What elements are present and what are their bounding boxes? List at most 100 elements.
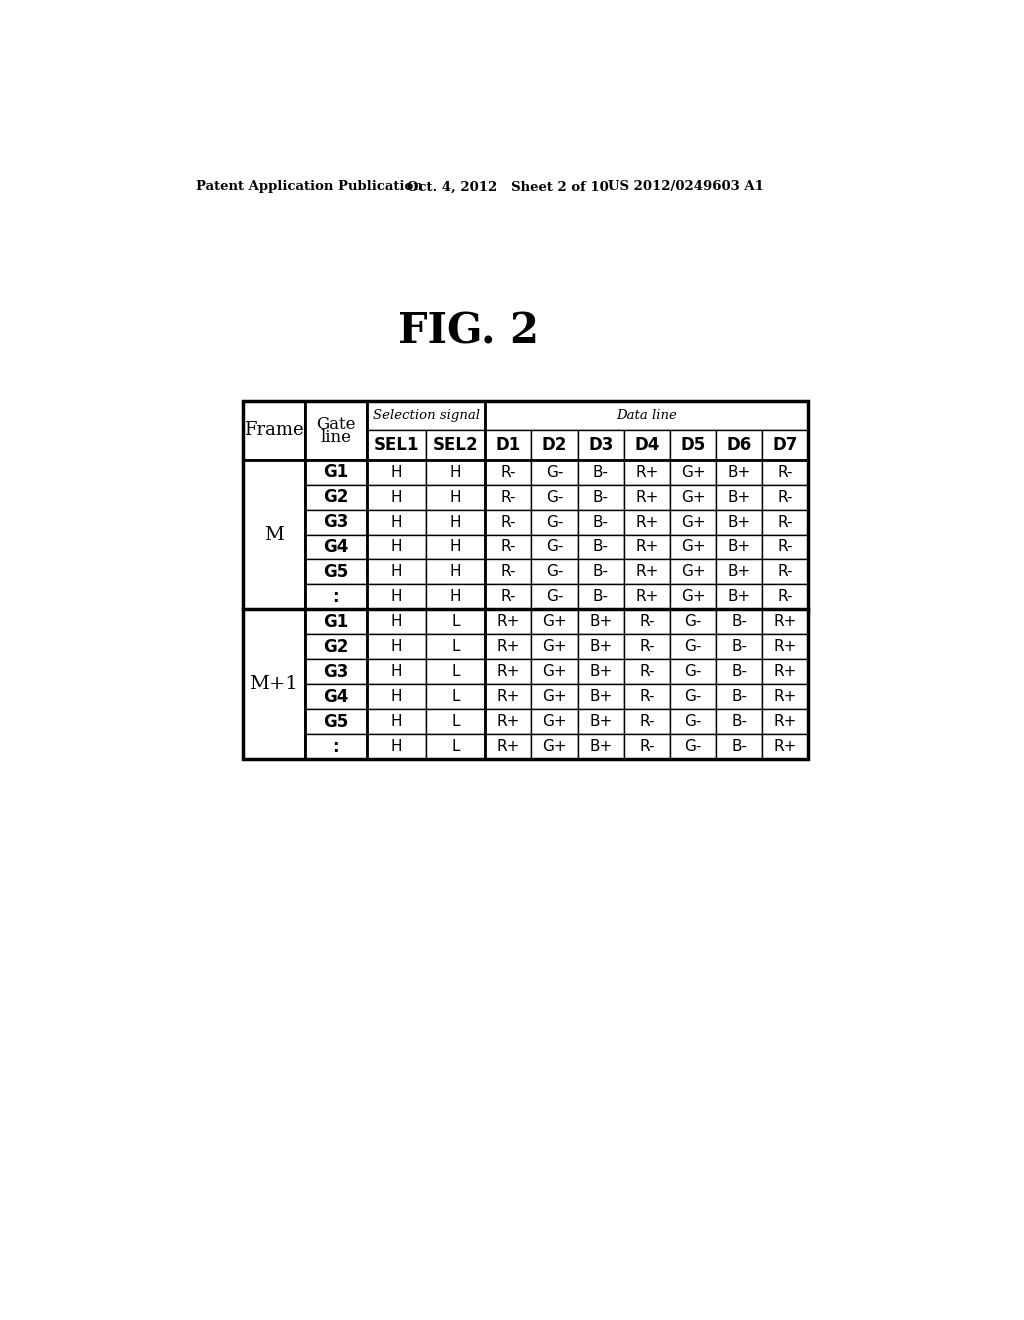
Text: G3: G3: [324, 513, 348, 531]
Bar: [624, 610, 670, 635]
Text: H: H: [391, 664, 402, 680]
Bar: [367, 430, 426, 459]
Text: R+: R+: [635, 515, 658, 529]
Bar: [578, 510, 624, 535]
Text: R-: R-: [777, 565, 794, 579]
Text: B+: B+: [728, 490, 751, 504]
Text: G+: G+: [681, 565, 706, 579]
Bar: [624, 709, 670, 734]
Bar: [305, 635, 367, 659]
Text: R+: R+: [497, 689, 520, 704]
Text: R-: R-: [777, 490, 794, 504]
Text: R+: R+: [774, 614, 797, 630]
Bar: [426, 684, 485, 709]
Bar: [531, 484, 578, 510]
Text: B-: B-: [731, 714, 748, 729]
Text: G-: G-: [684, 714, 701, 729]
Text: R+: R+: [774, 664, 797, 680]
Bar: [305, 459, 367, 484]
Text: H: H: [450, 465, 462, 479]
Bar: [762, 610, 809, 635]
Text: B+: B+: [728, 540, 751, 554]
Text: H: H: [450, 490, 462, 504]
Bar: [531, 459, 578, 484]
Text: B+: B+: [728, 589, 751, 605]
Bar: [426, 459, 485, 484]
Text: B+: B+: [589, 614, 612, 630]
Text: :: :: [333, 587, 339, 606]
Bar: [624, 510, 670, 535]
Text: Selection signal: Selection signal: [373, 409, 479, 422]
Text: H: H: [450, 540, 462, 554]
Text: G-: G-: [684, 614, 701, 630]
Text: H: H: [450, 565, 462, 579]
Bar: [624, 560, 670, 585]
Bar: [670, 684, 716, 709]
Text: B-: B-: [593, 589, 608, 605]
Bar: [426, 734, 485, 759]
Text: G4: G4: [324, 688, 348, 706]
Text: R+: R+: [774, 639, 797, 655]
Bar: [762, 709, 809, 734]
Text: Data line: Data line: [616, 409, 677, 422]
Bar: [426, 585, 485, 610]
Text: Gate: Gate: [316, 416, 355, 433]
Bar: [485, 709, 531, 734]
Text: G-: G-: [684, 664, 701, 680]
Bar: [624, 585, 670, 610]
Text: L: L: [452, 739, 460, 754]
Text: B-: B-: [731, 689, 748, 704]
Bar: [305, 535, 367, 560]
Bar: [670, 709, 716, 734]
Bar: [426, 430, 485, 459]
Text: R+: R+: [635, 540, 658, 554]
Bar: [624, 535, 670, 560]
Text: G-: G-: [546, 565, 563, 579]
Text: R-: R-: [501, 540, 516, 554]
Bar: [426, 560, 485, 585]
Bar: [624, 484, 670, 510]
Bar: [670, 535, 716, 560]
Bar: [305, 560, 367, 585]
Text: :: :: [333, 738, 339, 755]
Text: B-: B-: [731, 739, 748, 754]
Text: B-: B-: [593, 465, 608, 479]
Bar: [531, 635, 578, 659]
Bar: [716, 659, 762, 684]
Bar: [624, 684, 670, 709]
Text: G+: G+: [543, 639, 567, 655]
Text: Oct. 4, 2012   Sheet 2 of 10: Oct. 4, 2012 Sheet 2 of 10: [407, 181, 608, 194]
Text: B-: B-: [593, 540, 608, 554]
Text: G1: G1: [324, 612, 348, 631]
Bar: [716, 734, 762, 759]
Bar: [485, 430, 531, 459]
Bar: [531, 684, 578, 709]
Bar: [716, 709, 762, 734]
Text: L: L: [452, 714, 460, 729]
Text: D1: D1: [496, 436, 521, 454]
Text: G3: G3: [324, 663, 348, 681]
Bar: [716, 484, 762, 510]
Bar: [426, 635, 485, 659]
Text: Patent Application Publication: Patent Application Publication: [197, 181, 423, 194]
Text: G2: G2: [324, 488, 348, 506]
Text: G+: G+: [543, 714, 567, 729]
Bar: [485, 535, 531, 560]
Text: R-: R-: [777, 465, 794, 479]
Bar: [670, 510, 716, 535]
Bar: [716, 430, 762, 459]
Bar: [670, 635, 716, 659]
Text: FIG. 2: FIG. 2: [398, 310, 540, 352]
Bar: [762, 560, 809, 585]
Text: G-: G-: [546, 540, 563, 554]
Text: line: line: [321, 429, 351, 446]
Bar: [305, 610, 367, 635]
Text: R+: R+: [497, 614, 520, 630]
Bar: [426, 709, 485, 734]
Text: R-: R-: [777, 589, 794, 605]
Text: H: H: [391, 739, 402, 754]
Text: Frame: Frame: [244, 421, 303, 440]
Bar: [624, 659, 670, 684]
Text: D5: D5: [680, 436, 706, 454]
Text: G+: G+: [681, 515, 706, 529]
